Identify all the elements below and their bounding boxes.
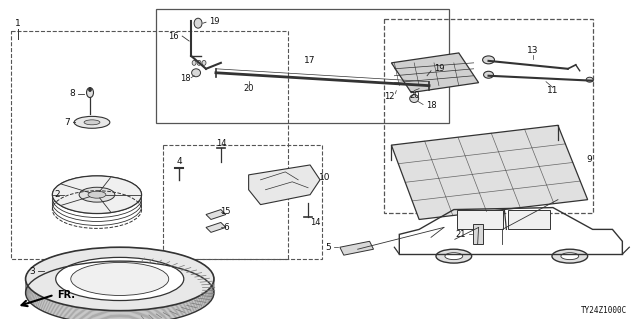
Ellipse shape [436, 249, 472, 263]
Text: 21: 21 [456, 230, 466, 239]
Text: 3: 3 [29, 267, 35, 276]
Text: 11: 11 [547, 86, 559, 95]
Ellipse shape [79, 187, 115, 202]
Ellipse shape [561, 253, 579, 260]
Text: 7: 7 [65, 118, 70, 127]
Ellipse shape [52, 176, 141, 213]
Ellipse shape [484, 71, 493, 78]
Ellipse shape [192, 60, 196, 65]
Text: 5: 5 [325, 243, 331, 252]
Text: 14: 14 [310, 218, 320, 227]
Text: FR.: FR. [58, 290, 76, 300]
Ellipse shape [56, 257, 184, 300]
Bar [163, 145, 322, 259]
Text: 12: 12 [384, 92, 395, 101]
Ellipse shape [552, 249, 588, 263]
Polygon shape [508, 210, 550, 229]
Polygon shape [457, 210, 504, 229]
Ellipse shape [194, 18, 202, 28]
Ellipse shape [420, 76, 428, 85]
Ellipse shape [74, 116, 110, 128]
Ellipse shape [84, 120, 100, 125]
Text: 16: 16 [168, 32, 179, 41]
Ellipse shape [26, 247, 214, 311]
Ellipse shape [410, 95, 419, 102]
Text: 8: 8 [69, 89, 75, 98]
Text: 13: 13 [527, 46, 539, 55]
Ellipse shape [483, 56, 495, 64]
Polygon shape [392, 53, 479, 92]
Text: 17: 17 [305, 56, 316, 65]
Bar [385, 19, 593, 212]
Ellipse shape [202, 60, 206, 65]
Polygon shape [473, 224, 483, 244]
Polygon shape [206, 222, 226, 232]
Ellipse shape [88, 88, 92, 92]
Text: 18: 18 [426, 101, 436, 110]
Bar [11, 31, 288, 259]
Text: 2: 2 [54, 190, 60, 199]
Text: 9: 9 [587, 156, 593, 164]
Text: 20: 20 [243, 84, 254, 93]
Ellipse shape [71, 262, 169, 295]
Text: 15: 15 [221, 207, 231, 216]
Ellipse shape [197, 60, 201, 65]
Text: 19: 19 [209, 17, 219, 26]
Ellipse shape [586, 77, 593, 82]
Text: 1: 1 [15, 19, 20, 28]
Ellipse shape [86, 88, 93, 98]
Polygon shape [206, 210, 226, 220]
Ellipse shape [191, 69, 200, 77]
Text: 10: 10 [319, 173, 331, 182]
Ellipse shape [445, 253, 463, 260]
Polygon shape [340, 241, 374, 255]
Ellipse shape [88, 191, 106, 198]
Text: 14: 14 [216, 139, 226, 148]
Text: TY24Z1000C: TY24Z1000C [581, 306, 627, 315]
Polygon shape [248, 165, 320, 204]
Text: 6: 6 [223, 223, 228, 232]
Text: 4: 4 [177, 157, 182, 166]
Text: 19: 19 [434, 64, 444, 73]
Text: 18: 18 [180, 74, 191, 83]
Polygon shape [392, 125, 588, 220]
Text: 20: 20 [409, 91, 419, 100]
Bar [156, 9, 449, 123]
